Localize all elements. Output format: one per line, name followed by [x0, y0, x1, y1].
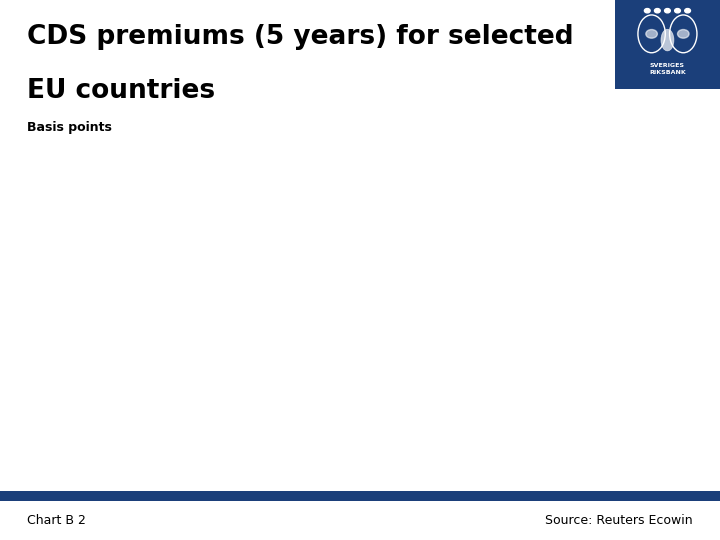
- Circle shape: [644, 9, 650, 13]
- Bar: [0, 491, 720, 501]
- Text: Chart B 2: Chart B 2: [27, 514, 86, 527]
- Text: EU countries: EU countries: [27, 78, 215, 104]
- Text: SVERIGES
RIKSBANK: SVERIGES RIKSBANK: [649, 64, 686, 76]
- Bar: [615, 0, 720, 89]
- Ellipse shape: [661, 29, 674, 51]
- Circle shape: [685, 9, 690, 13]
- Text: Basis points: Basis points: [27, 122, 112, 134]
- Text: CDS premiums (5 years) for selected: CDS premiums (5 years) for selected: [27, 24, 574, 50]
- Circle shape: [646, 30, 657, 38]
- Circle shape: [665, 9, 670, 13]
- Circle shape: [675, 9, 680, 13]
- Text: Source: Reuters Ecowin: Source: Reuters Ecowin: [545, 514, 693, 527]
- Circle shape: [678, 30, 689, 38]
- Circle shape: [654, 9, 660, 13]
